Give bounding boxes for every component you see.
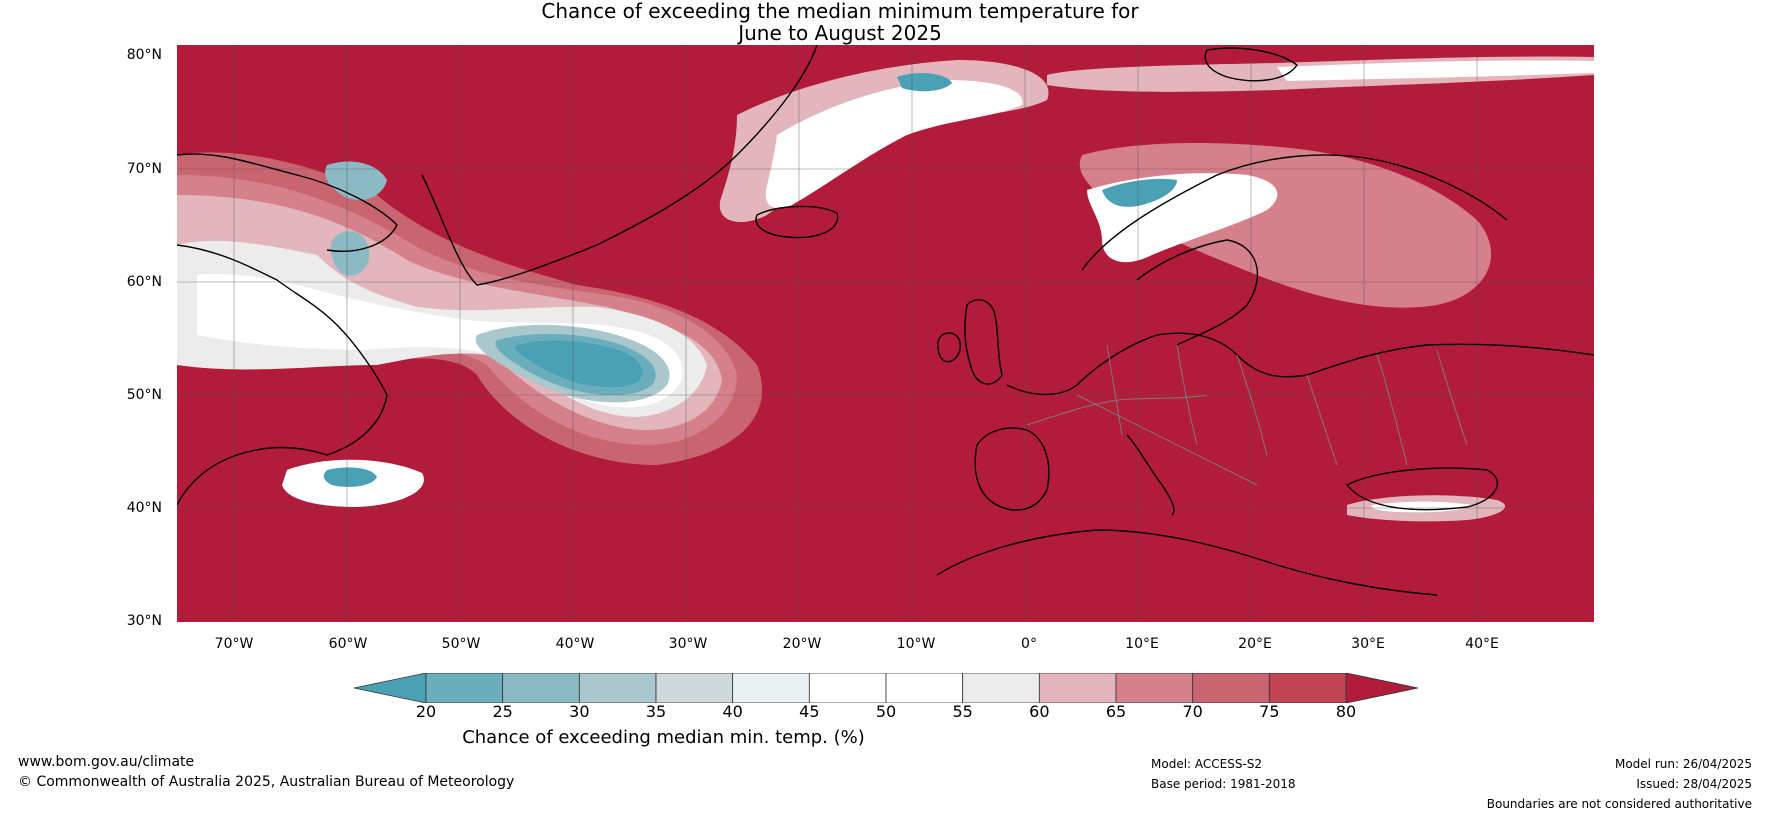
lat-label: 80°N <box>126 47 162 63</box>
colorbar-segment <box>885 673 964 703</box>
lon-label: 60°W <box>328 636 368 652</box>
colorbar-segment <box>1038 673 1117 703</box>
colorbar-segment <box>578 673 657 703</box>
footer-copyright: © Commonwealth of Australia 2025, Austra… <box>18 774 515 790</box>
lat-label: 60°N <box>126 274 162 290</box>
colorbar-tick-label: 35 <box>645 702 667 721</box>
colorbar-segment <box>655 673 734 703</box>
lon-label: 10°W <box>896 636 936 652</box>
colorbar-tick-label: 25 <box>492 702 513 721</box>
colorbar-segment <box>808 673 887 703</box>
colorbar-tick-label: 65 <box>1105 702 1127 721</box>
colorbar-tick-label: 60 <box>1029 702 1050 721</box>
lon-label: 0° <box>1021 636 1037 652</box>
footer-disclaimer: Boundaries are not considered authoritat… <box>1486 797 1752 811</box>
colorbar-tick-label: 80 <box>1335 702 1357 721</box>
colorbar-segment <box>732 673 810 703</box>
lon-label: 40°E <box>1465 636 1499 652</box>
colorbar-tick-label: 40 <box>722 702 743 721</box>
lon-label: 20°E <box>1238 636 1272 652</box>
lon-label: 50°W <box>441 636 481 652</box>
colorbar <box>354 673 1418 703</box>
colorbar-tick-label: 50 <box>875 702 897 721</box>
lon-label: 10°E <box>1125 636 1159 652</box>
map-title-line2: June to August 2025 <box>738 21 942 45</box>
colorbar-tick-label: 75 <box>1259 702 1280 721</box>
lat-label: 70°N <box>126 161 162 177</box>
footer-model-run: Model run: 26/04/2025 <box>1614 757 1752 771</box>
colorbar-tick-label: 55 <box>952 702 973 721</box>
colorbar-segment <box>1192 673 1270 703</box>
map-canvas <box>177 45 1594 622</box>
lat-label: 40°N <box>126 500 162 516</box>
footer-url: www.bom.gov.au/climate <box>18 754 195 770</box>
lon-label: 70°W <box>214 636 254 652</box>
colorbar-tick-label: 45 <box>799 702 820 721</box>
footer-model: Model: ACCESS-S2 <box>1151 757 1263 771</box>
lon-label: 30°E <box>1351 636 1385 652</box>
lon-label: 40°W <box>555 636 595 652</box>
colorbar-segment <box>502 673 580 703</box>
lon-label: 30°W <box>668 636 708 652</box>
colorbar-segment <box>962 673 1040 703</box>
lat-label: 50°N <box>126 387 162 403</box>
map-title-line1: Chance of exceeding the median minimum t… <box>541 0 1139 23</box>
footer-issued: Issued: 28/04/2025 <box>1636 777 1752 791</box>
colorbar-segment <box>1268 673 1347 703</box>
colorbar-tick-label: 20 <box>415 702 437 721</box>
lat-label: 30°N <box>126 613 162 629</box>
footer-base-period: Base period: 1981-2018 <box>1151 777 1296 791</box>
colorbar-segment <box>425 673 504 703</box>
colorbar-segment <box>1115 673 1194 703</box>
lon-label: 20°W <box>782 636 822 652</box>
colorbar-tick-label: 30 <box>569 702 590 721</box>
colorbar-extend-low <box>354 673 427 703</box>
probability-map <box>177 45 1594 622</box>
colorbar-tick-label: 70 <box>1182 702 1203 721</box>
colorbar-extend-high <box>1345 673 1418 703</box>
colorbar-label: Chance of exceeding median min. temp. (%… <box>462 727 865 748</box>
